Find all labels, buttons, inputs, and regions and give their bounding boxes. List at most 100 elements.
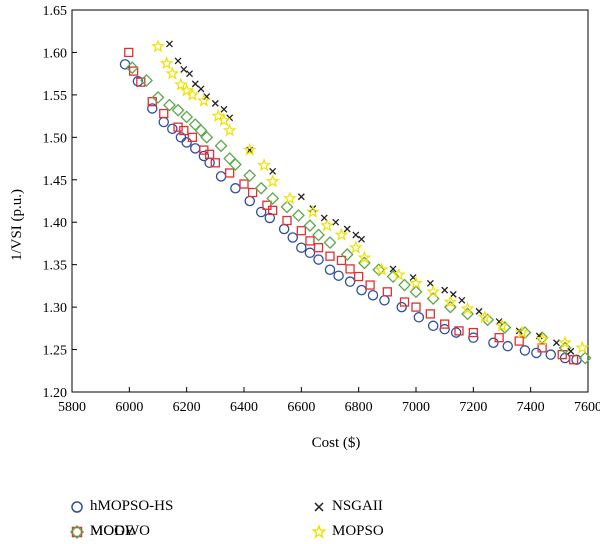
data-point <box>320 214 328 222</box>
data-point <box>262 200 272 210</box>
data-point <box>498 321 512 334</box>
data-point <box>357 250 372 264</box>
data-point <box>159 56 174 70</box>
diamond-marker-icon <box>69 524 85 539</box>
data-point <box>531 347 542 359</box>
data-point <box>303 219 317 233</box>
x-tick-label: 6800 <box>345 400 373 415</box>
data-point <box>197 85 205 93</box>
data-point <box>222 123 237 137</box>
data-point <box>535 332 549 346</box>
data-point <box>312 228 325 242</box>
data-point <box>210 158 220 168</box>
data-point <box>345 264 355 274</box>
data-point <box>409 285 423 299</box>
data-point <box>243 169 257 182</box>
x-tick-label: 7000 <box>402 400 430 415</box>
y-tick-label: 1.50 <box>43 131 68 146</box>
data-point <box>324 264 336 276</box>
legend-item-mogwo: MOGWO <box>70 523 150 540</box>
y-axis: 1.20 1.25 1.30 1.35 1.40 1.45 1.50 1.55 1.60 1.65 <box>43 4 77 401</box>
data-point <box>200 130 214 144</box>
data-point <box>367 289 379 301</box>
data-point <box>191 80 199 88</box>
data-point <box>223 152 237 165</box>
data-point <box>136 77 146 87</box>
data-point <box>166 40 173 48</box>
data-point <box>305 204 320 218</box>
scatter-chart: 1.20 1.25 1.30 1.35 1.40 1.45 1.50 1.55 1.60 1.65… <box>9 4 600 451</box>
legend-item-mopso: MOPSO <box>311 523 384 540</box>
data-point <box>151 91 165 104</box>
data-point <box>174 57 182 65</box>
data-point <box>426 284 441 298</box>
data-point <box>460 301 475 315</box>
data-point <box>283 191 297 205</box>
data-point <box>185 87 200 101</box>
legend-label: hMOPSO-HS <box>90 498 174 514</box>
legend-label: MODE <box>90 523 135 539</box>
data-point <box>354 271 364 282</box>
data-point <box>488 337 499 349</box>
data-point <box>280 200 294 214</box>
x-axis-title: Cost ($) <box>312 435 361 451</box>
data-point <box>187 132 198 142</box>
data-point <box>458 296 466 304</box>
data-point <box>443 300 457 314</box>
data-point <box>197 93 211 107</box>
legend-label: MOGWO <box>90 523 150 539</box>
data-point <box>356 284 367 296</box>
data-point <box>292 209 305 222</box>
star-marker-icon <box>311 523 327 539</box>
data-point <box>188 118 202 132</box>
data-point <box>119 59 131 70</box>
data-point <box>125 61 139 75</box>
data-point <box>567 347 575 355</box>
data-point <box>553 339 560 347</box>
data-point <box>325 251 335 261</box>
data-point <box>332 218 340 226</box>
data-point <box>475 307 483 315</box>
data-point <box>323 236 337 250</box>
data-point <box>578 351 592 365</box>
data-point <box>282 215 292 226</box>
data-point <box>269 167 277 175</box>
data-point <box>382 287 392 297</box>
data-point <box>537 343 547 353</box>
data-point <box>439 323 450 335</box>
data-point <box>255 206 267 218</box>
legend: hMOPSO-HS MOGWO NSGAII MOPSO <box>0 486 600 544</box>
data-point <box>296 226 306 236</box>
data-point <box>494 333 504 343</box>
data-point <box>386 270 400 283</box>
data-point <box>515 325 529 339</box>
data-point <box>167 123 178 135</box>
data-point <box>204 149 215 159</box>
data-point <box>398 278 411 292</box>
plot-border <box>71 9 589 393</box>
data-point <box>399 297 410 307</box>
data-point <box>278 223 290 235</box>
y-tick-label: 1.20 <box>43 386 68 401</box>
data-point <box>569 355 579 365</box>
data-point <box>287 232 298 243</box>
y-tick-label: 1.40 <box>43 216 68 231</box>
data-point <box>171 103 185 117</box>
data-point <box>425 309 435 319</box>
data-point <box>409 276 423 290</box>
data-point <box>211 99 219 107</box>
legend-item-mode: MODE <box>69 523 135 540</box>
data-point <box>348 240 363 254</box>
data-point <box>180 65 188 73</box>
y-tick-label: 1.55 <box>43 89 68 104</box>
data-point <box>265 174 280 188</box>
y-tick-label: 1.25 <box>43 344 68 359</box>
data-point <box>230 183 241 194</box>
data-point <box>180 110 194 124</box>
data-point <box>502 340 513 352</box>
data-point <box>411 302 421 312</box>
legend-item-nsgaii: NSGAII <box>312 498 383 515</box>
data-point <box>334 227 349 241</box>
data-point <box>140 74 153 87</box>
data-point <box>391 267 406 281</box>
